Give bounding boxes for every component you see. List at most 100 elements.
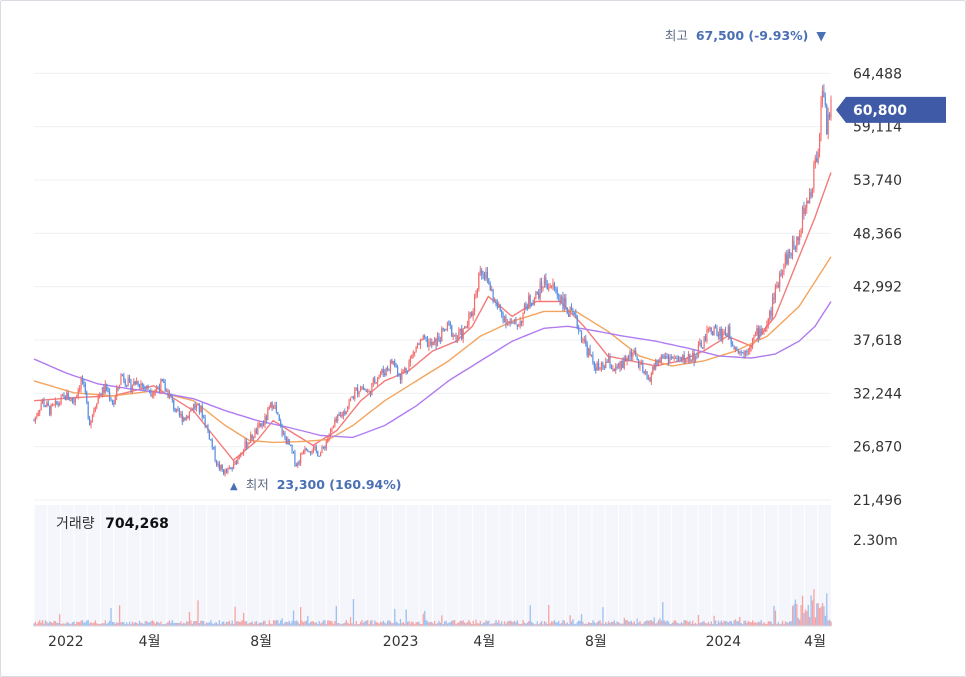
candle-body xyxy=(662,355,664,357)
volume-bar xyxy=(431,622,433,626)
candle-body xyxy=(549,287,551,289)
candle-body xyxy=(616,366,618,368)
candle-body xyxy=(349,397,352,402)
volume-bar xyxy=(713,615,715,626)
candle-body xyxy=(272,407,275,409)
candle-body xyxy=(734,346,737,350)
volume-bar xyxy=(130,624,132,626)
candle-body xyxy=(39,409,41,413)
volume-bar xyxy=(143,623,145,626)
candle-body xyxy=(800,230,802,235)
candle-body xyxy=(80,378,82,389)
volume-bar xyxy=(338,622,340,626)
volume-bar xyxy=(820,606,822,626)
candle-body xyxy=(49,405,51,415)
volume-bar xyxy=(297,621,299,626)
candle-body xyxy=(60,396,62,404)
candle-body xyxy=(301,453,303,455)
volume-bar xyxy=(498,620,500,626)
x-tick-label: 8월 xyxy=(250,634,272,650)
candle-body xyxy=(174,409,176,412)
volume-bar xyxy=(106,623,108,626)
candle-body xyxy=(198,403,200,412)
candle-body xyxy=(637,360,640,368)
volume-bar xyxy=(791,606,794,626)
volume-bar xyxy=(140,622,142,626)
volume-bar xyxy=(516,620,519,626)
volume-bar xyxy=(168,620,171,626)
volume-bar xyxy=(298,623,300,626)
volume-bar xyxy=(344,622,346,626)
volume-bar xyxy=(281,618,283,626)
volume-bar xyxy=(549,623,551,626)
candle-body xyxy=(739,351,741,353)
volume-bar xyxy=(252,623,255,626)
volume-bar xyxy=(87,620,89,626)
candle-body xyxy=(372,378,374,384)
volume-bar xyxy=(213,623,215,626)
volume-bar xyxy=(147,622,149,626)
volume-bar xyxy=(70,623,72,626)
volume-bar xyxy=(761,623,764,626)
candle-body xyxy=(439,340,441,342)
low-value: 23,300 (160.94%) xyxy=(277,477,402,492)
candle-body xyxy=(566,307,568,314)
candle-body xyxy=(213,447,215,449)
volume-bar xyxy=(732,623,734,626)
candle-body xyxy=(713,326,715,336)
volume-bar xyxy=(375,622,377,626)
volume-bar xyxy=(154,623,156,626)
volume-bar xyxy=(446,623,449,626)
candle-body xyxy=(665,356,667,359)
candle-body xyxy=(509,321,511,323)
volume-bar xyxy=(93,622,95,626)
candle-body xyxy=(331,427,333,430)
volume-bar xyxy=(471,624,473,626)
y-tick-label: 21,496 xyxy=(853,493,902,509)
candle-body xyxy=(67,392,69,400)
volume-bar xyxy=(203,621,205,626)
candle-body xyxy=(784,254,786,265)
volume-bar xyxy=(402,621,404,626)
volume-bar xyxy=(201,620,203,626)
candle-body xyxy=(499,304,501,311)
candle-body xyxy=(486,271,488,279)
candle-body xyxy=(396,366,399,375)
candle-body xyxy=(153,392,155,396)
candle-body xyxy=(267,409,269,421)
volume-bar xyxy=(161,624,164,626)
candle-body xyxy=(352,396,354,399)
volume-bar xyxy=(406,621,409,626)
candle-body xyxy=(452,335,454,337)
volume-bar xyxy=(359,621,362,626)
candle-body xyxy=(46,402,48,407)
candle-body xyxy=(570,307,573,311)
volume-bar xyxy=(244,621,246,626)
volume-bar xyxy=(439,622,442,626)
candle-body xyxy=(720,328,722,341)
candle-body xyxy=(281,426,283,435)
volume-bar xyxy=(754,622,757,626)
candle-body xyxy=(769,310,771,319)
candle-body xyxy=(522,312,524,323)
candle-body xyxy=(824,97,826,105)
volume-bar xyxy=(392,623,394,626)
volume-bar xyxy=(666,620,668,626)
volume-bar xyxy=(673,620,675,626)
candle-body xyxy=(473,296,476,312)
candle-body xyxy=(391,360,393,364)
volume-bar xyxy=(633,621,635,626)
candle-body xyxy=(612,368,614,370)
candle-body xyxy=(540,281,543,289)
candle-body xyxy=(426,337,429,348)
candle-body xyxy=(98,394,101,396)
volume-bar xyxy=(357,624,359,626)
candle-body xyxy=(117,387,119,389)
candle-body xyxy=(732,344,734,346)
candle-body xyxy=(546,284,548,289)
candle-body xyxy=(230,467,232,469)
volume-bar xyxy=(508,620,510,626)
candle-body xyxy=(322,446,325,448)
volume-bar xyxy=(573,623,576,626)
candle-body xyxy=(582,340,584,342)
